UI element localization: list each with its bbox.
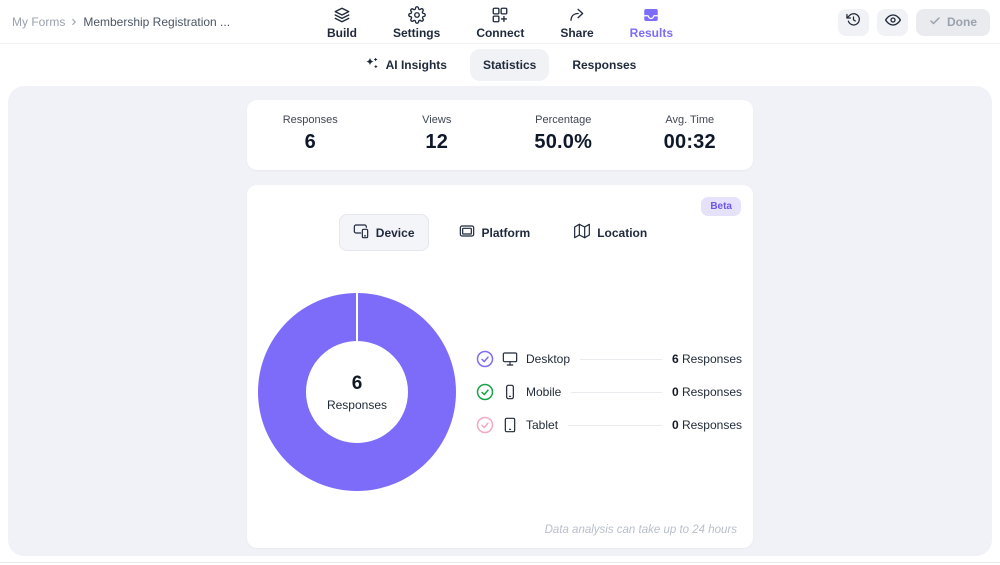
stat-views: Views 12 <box>374 114 501 154</box>
history-icon <box>846 12 861 32</box>
tab-build[interactable]: Build <box>327 6 357 40</box>
share-arrow-icon <box>568 6 586 24</box>
legend-connector <box>571 391 662 393</box>
tab-responses[interactable]: Responses <box>559 49 649 81</box>
tab-connect-label: Connect <box>476 25 525 40</box>
stat-responses-label: Responses <box>282 114 338 126</box>
gear-icon <box>407 5 426 24</box>
device-icon <box>353 223 369 242</box>
stat-responses-value: 6 <box>304 131 316 153</box>
tab-ai-insights[interactable]: AI Insights <box>351 47 460 83</box>
map-icon <box>574 223 591 242</box>
tab-build-label: Build <box>326 25 357 40</box>
tab-statistics[interactable]: Statistics <box>469 49 550 81</box>
legend-count: 6 <box>671 352 679 366</box>
legend-label: Mobile <box>526 385 562 399</box>
tab-settings[interactable]: Settings <box>392 5 441 40</box>
chevron-right-icon <box>69 17 79 27</box>
legend-connector <box>568 424 662 426</box>
tab-location-label: Location <box>597 225 648 240</box>
legend-label: Tablet <box>526 418 559 432</box>
legend-row-desktop: Desktop 6 Responses <box>476 350 742 368</box>
tab-results-label: Results <box>629 25 674 40</box>
sparkle-icon <box>364 56 379 74</box>
tab-platform-label: Platform <box>481 225 531 240</box>
legend-suffix: Responses <box>678 385 742 399</box>
desktop-icon <box>502 351 518 367</box>
check-circle-icon[interactable] <box>476 383 494 401</box>
legend-row-mobile: Mobile 0 Responses <box>476 383 742 401</box>
legend-suffix: Responses <box>678 352 742 366</box>
check-circle-icon[interactable] <box>476 350 494 368</box>
legend-value: 0 Responses <box>672 385 742 399</box>
breadcrumb-my-forms[interactable]: My Forms <box>12 15 66 29</box>
tablet-icon <box>502 417 518 433</box>
check-icon <box>929 15 941 30</box>
device-donut-chart: 6 Responses <box>258 293 456 491</box>
legend-connector <box>580 358 662 360</box>
donut-slice-gap <box>356 293 358 342</box>
history-button[interactable] <box>838 8 869 36</box>
page-bottom-divider <box>0 562 1000 563</box>
tab-results[interactable]: Results <box>630 6 673 40</box>
stat-avg-time-value: 00:32 <box>663 131 716 153</box>
stat-avg-time-label: Avg. Time <box>665 114 715 126</box>
stat-avg-time: Avg. Time 00:32 <box>627 114 754 154</box>
breakdown-tabs: Device Platform Location <box>247 185 753 251</box>
breadcrumb-current-form: Membership Registration ... <box>83 15 231 29</box>
breadcrumb: My Forms Membership Registration ... <box>12 0 230 44</box>
stat-percentage-value: 50.0% <box>534 131 593 153</box>
beta-badge: Beta <box>701 197 741 216</box>
tab-ai-insights-label: AI Insights <box>385 58 447 72</box>
device-breakdown-card: Beta Device Platform Location <box>247 185 753 548</box>
legend-label: Desktop <box>526 352 571 366</box>
preview-button[interactable] <box>877 8 908 36</box>
legend-count: 0 <box>671 418 679 432</box>
stat-percentage-label: Percentage <box>535 114 592 126</box>
tab-device-label: Device <box>375 225 415 240</box>
legend-value: 0 Responses <box>672 418 742 432</box>
browser-window-icon <box>459 223 475 242</box>
tab-share-label: Share <box>560 25 594 40</box>
tab-location[interactable]: Location <box>560 214 661 251</box>
stat-responses: Responses 6 <box>247 114 374 154</box>
grid-plus-icon <box>491 6 509 24</box>
tab-share[interactable]: Share <box>560 6 594 40</box>
stat-percentage: Percentage 50.0% <box>500 114 627 154</box>
data-analysis-note: Data analysis can take up to 24 hours <box>544 524 737 536</box>
donut-center-value: 6 <box>351 372 363 394</box>
tab-connect[interactable]: Connect <box>476 6 524 40</box>
inbox-icon <box>642 6 660 24</box>
stat-views-label: Views <box>422 114 452 126</box>
top-header: My Forms Membership Registration ... Bui… <box>0 0 1000 44</box>
results-subnav: AI Insights Statistics Responses <box>0 44 1000 86</box>
stats-summary-card: Responses 6 Views 12 Percentage 50.0% Av… <box>247 100 753 170</box>
tab-platform[interactable]: Platform <box>445 214 545 251</box>
done-button-label: Done <box>947 15 977 29</box>
tab-device[interactable]: Device <box>338 214 429 251</box>
done-button[interactable]: Done <box>916 8 990 36</box>
layers-icon <box>333 6 351 24</box>
legend-row-tablet: Tablet 0 Responses <box>476 416 742 434</box>
main-nav-tabs: Build Settings Connect Share Results <box>327 4 673 40</box>
device-legend: Desktop 6 Responses Mobile 0 Responses <box>476 350 742 434</box>
stat-views-value: 12 <box>425 131 449 153</box>
tab-statistics-label: Statistics <box>482 58 537 72</box>
tab-responses-label: Responses <box>572 58 637 72</box>
legend-value: 6 Responses <box>672 352 742 366</box>
tab-settings-label: Settings <box>392 25 441 40</box>
legend-count: 0 <box>671 385 679 399</box>
chart-body: 6 Responses Desktop 6 Responses <box>247 293 753 491</box>
donut-center-label: Responses <box>326 397 388 412</box>
eye-icon <box>884 12 901 33</box>
legend-suffix: Responses <box>678 418 742 432</box>
donut-center: 6 Responses <box>306 341 408 443</box>
header-actions: Done <box>838 0 990 44</box>
statistics-panel: Responses 6 Views 12 Percentage 50.0% Av… <box>8 86 992 556</box>
mobile-icon <box>502 384 518 400</box>
check-circle-icon[interactable] <box>476 416 494 434</box>
